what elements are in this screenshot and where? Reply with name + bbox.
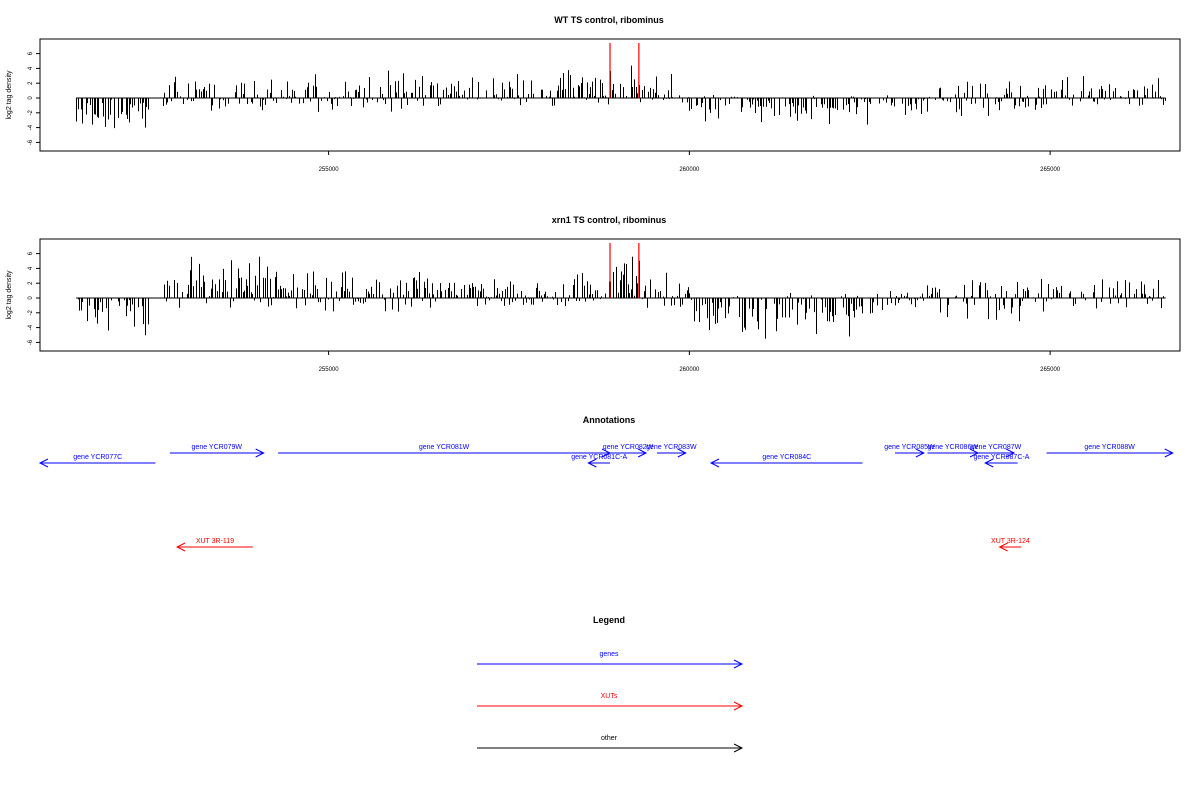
feature-label: gene YCR086W bbox=[927, 444, 978, 451]
feature: XUT 3R-124 bbox=[991, 538, 1030, 552]
feature: gene YCR087W bbox=[971, 444, 1022, 458]
legend-arrow-head bbox=[733, 701, 744, 711]
feature: gene YCR079W bbox=[169, 444, 265, 458]
feature: gene YCR088W bbox=[1046, 444, 1174, 458]
y-tick-label: -2 bbox=[28, 309, 34, 315]
x-tick-label: 260000 bbox=[679, 367, 700, 373]
axes: -6 -4 -2 0 2 4 6 255000 260000 265000 bbox=[28, 43, 1166, 173]
legend-label: genes bbox=[599, 651, 619, 658]
legend-item: other bbox=[477, 735, 744, 753]
y-tick-label: 0 bbox=[28, 296, 34, 300]
legend-item: genes bbox=[477, 651, 744, 669]
feature-label: gene YCR083W bbox=[646, 444, 697, 451]
y-tick-label: 4 bbox=[28, 266, 34, 270]
legend: Legend genes XUTs other bbox=[477, 615, 744, 753]
y-tick-label: -6 bbox=[28, 339, 34, 345]
y-tick-label: -4 bbox=[28, 324, 34, 330]
feature-arrow-head bbox=[1164, 448, 1174, 458]
feature: gene YCR087C-A bbox=[973, 454, 1030, 468]
feature-arrow-head bbox=[677, 448, 687, 458]
annotations-title: Annotations bbox=[583, 415, 636, 425]
feature-label: gene YCR077C bbox=[73, 454, 122, 461]
x-tick-label: 265000 bbox=[1040, 167, 1061, 173]
feature: gene YCR085W bbox=[884, 444, 935, 458]
feature-arrow-head bbox=[1005, 448, 1016, 458]
feature-arrow-head bbox=[587, 458, 597, 468]
density-bars bbox=[78, 256, 1166, 339]
legend-item: XUTs bbox=[477, 693, 744, 711]
feature-label: gene YCR085W bbox=[884, 444, 935, 451]
legend-arrow-head bbox=[733, 743, 744, 753]
y-tick-label: -2 bbox=[28, 109, 34, 115]
feature-arrows: gene YCR077C gene YCR079W gene YCR081W gene… bbox=[38, 444, 1174, 552]
density-bars bbox=[76, 65, 1166, 129]
y-axis-label: log2 tag density bbox=[6, 70, 13, 120]
feature-arrow-head bbox=[915, 448, 925, 458]
feature-arrow-head bbox=[998, 542, 1008, 552]
axes: -6 -4 -2 0 2 4 6 255000 260000 265000 bbox=[28, 243, 1166, 373]
y-axis-label: log2 tag density bbox=[6, 270, 13, 320]
feature-label: gene YCR087W bbox=[971, 444, 1022, 451]
feature: gene YCR082W bbox=[603, 444, 654, 458]
y-tick-label: 6 bbox=[28, 251, 34, 255]
feature: XUT 3R-119 bbox=[175, 538, 253, 552]
feature-arrow-head bbox=[637, 448, 648, 458]
feature-arrow-head bbox=[984, 458, 994, 468]
legend-label: other bbox=[601, 735, 618, 742]
legend-label: XUTs bbox=[601, 693, 618, 700]
feature-label: XUT 3R-119 bbox=[196, 538, 234, 545]
feature: gene YCR081W bbox=[278, 444, 612, 458]
feature-label: gene YCR081C-A bbox=[571, 454, 627, 461]
y-tick-label: -6 bbox=[28, 139, 34, 145]
y-tick-label: 6 bbox=[28, 51, 34, 55]
feature-label: XUT 3R-124 bbox=[991, 538, 1030, 545]
legend-arrow-head bbox=[733, 659, 744, 669]
x-tick-label: 265000 bbox=[1040, 367, 1061, 373]
wt-density-panel: WT TS control, ribominus log2 tag densit… bbox=[6, 15, 1181, 173]
feature: gene YCR077C bbox=[38, 454, 156, 468]
feature-label: gene YCR082W bbox=[603, 444, 654, 451]
feature: gene YCR083W bbox=[646, 444, 697, 458]
legend-items: genes XUTs other bbox=[477, 651, 744, 753]
legend-title: Legend bbox=[593, 615, 625, 625]
feature-arrow-head bbox=[709, 458, 720, 468]
plot-frame bbox=[39, 238, 1181, 352]
y-tick-label: 4 bbox=[28, 66, 34, 70]
feature: gene YCR081C-A bbox=[571, 454, 627, 468]
feature-label: gene YCR088W bbox=[1084, 444, 1135, 451]
y-tick-label: 0 bbox=[28, 96, 34, 100]
x-tick-label: 255000 bbox=[319, 367, 340, 373]
x-tick-label: 260000 bbox=[679, 167, 700, 173]
y-tick-label: -4 bbox=[28, 124, 34, 130]
feature-label: gene YCR087C-A bbox=[973, 454, 1029, 461]
feature-arrow-head bbox=[255, 448, 265, 458]
feature-label: gene YCR081W bbox=[419, 444, 470, 451]
x-tick-label: 255000 bbox=[319, 167, 340, 173]
y-tick-label: 2 bbox=[28, 281, 34, 285]
feature-arrow-head bbox=[175, 542, 186, 552]
feature-label: gene YCR084C bbox=[762, 454, 811, 461]
feature-arrow-head bbox=[38, 458, 49, 468]
panel-title: xrn1 TS control, ribominus bbox=[552, 215, 667, 225]
plot-frame bbox=[39, 38, 1181, 152]
feature-label: gene YCR079W bbox=[192, 444, 243, 451]
y-tick-label: 2 bbox=[28, 81, 34, 85]
panel-title: WT TS control, ribominus bbox=[554, 15, 664, 25]
xrn1-density-panel: xrn1 TS control, ribominus log2 tag dens… bbox=[6, 215, 1181, 373]
feature: gene YCR084C bbox=[709, 454, 863, 468]
